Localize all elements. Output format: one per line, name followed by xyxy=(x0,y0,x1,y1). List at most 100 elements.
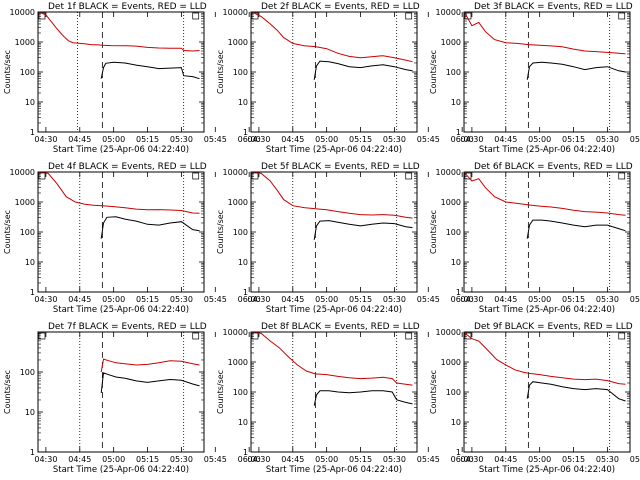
x-axis-label: Start Time (25-Apr-06 04:22:40) xyxy=(479,305,615,315)
lld-series-line xyxy=(251,12,413,63)
x-tick-label: 05:30 xyxy=(170,455,193,464)
x-tick-label: 05:00 xyxy=(315,135,338,144)
events-series-line xyxy=(100,216,200,239)
lld-series-line xyxy=(100,358,200,373)
x-tick-label: 04:30 xyxy=(34,455,57,464)
x-tick-label: 04:30 xyxy=(34,135,57,144)
y-tick-label: 1 xyxy=(456,448,461,457)
panel-6: Det 6f BLACK = Events, RED = LLD Counts/s… xyxy=(429,162,640,315)
y-tick-label: 100 xyxy=(20,228,35,237)
plot-frame xyxy=(250,171,418,293)
y-tick-label: 1000 xyxy=(228,38,248,47)
x-tick-label: 05:45 xyxy=(630,455,640,464)
y-axis-label: Counts/sec xyxy=(3,370,12,414)
x-tick-label: 04:30 xyxy=(247,295,270,304)
x-tick-label: 06:00 xyxy=(238,135,261,144)
events-series-line xyxy=(313,390,413,406)
y-tick-label: 10 xyxy=(25,98,35,107)
x-tick-label: 05:00 xyxy=(528,455,551,464)
y-tick-label: 1000 xyxy=(15,198,35,207)
plot-frame xyxy=(37,331,205,453)
corner-box-left xyxy=(251,332,259,340)
y-axis-label: Counts/sec xyxy=(3,210,12,254)
x-tick-label: 06:00 xyxy=(238,295,261,304)
y-tick-label: 1 xyxy=(456,128,461,137)
y-tick-label: 100 xyxy=(446,68,461,77)
lld-series-line xyxy=(252,172,413,219)
y-tick-label: 1 xyxy=(30,128,35,137)
x-tick-label: 05:00 xyxy=(102,295,125,304)
events-series-line xyxy=(526,381,626,402)
x-tick-label: 04:30 xyxy=(460,295,483,304)
y-tick-label: 10 xyxy=(238,418,248,427)
x-tick-label: 05:00 xyxy=(528,295,551,304)
y-tick-label: 10000 xyxy=(436,168,461,177)
lld-series-line xyxy=(39,172,200,214)
y-axis-label: Counts/sec xyxy=(429,210,438,254)
plot-frame xyxy=(37,11,205,133)
x-tick-label: 05:30 xyxy=(383,295,406,304)
panel-5: Det 5f BLACK = Events, RED = LLD Counts/s… xyxy=(216,162,474,315)
y-tick-label: 10 xyxy=(25,258,35,267)
y-axis-label: Counts/sec xyxy=(3,50,12,94)
y-tick-label: 1 xyxy=(456,288,461,297)
plot-frame xyxy=(250,11,418,133)
lld-series-line xyxy=(464,333,626,385)
x-tick-label: 05:30 xyxy=(170,295,193,304)
y-tick-label: 1000 xyxy=(441,38,461,47)
lld-series-line xyxy=(252,332,413,386)
panel-title: Det 3f BLACK = Events, RED = LLD xyxy=(474,2,633,12)
y-tick-label: 100 xyxy=(233,388,248,397)
x-tick-label: 04:45 xyxy=(494,295,517,304)
corner-box-right xyxy=(618,332,626,340)
x-axis-label: Start Time (25-Apr-06 04:22:40) xyxy=(53,465,189,475)
x-axis-label: Start Time (25-Apr-06 04:22:40) xyxy=(53,305,189,315)
panel-7: Det 7f BLACK = Events, RED = LLD Counts/s… xyxy=(3,322,261,475)
panel-3: Det 3f BLACK = Events, RED = LLD Counts/s… xyxy=(429,2,640,155)
x-tick-label: 05:30 xyxy=(596,295,619,304)
y-tick-label: 10 xyxy=(238,258,248,267)
y-tick-label: 1 xyxy=(243,288,248,297)
y-tick-label: 10 xyxy=(451,258,461,267)
y-tick-label: 10000 xyxy=(223,8,248,17)
plot-frame xyxy=(463,171,631,293)
x-tick-label: 04:30 xyxy=(34,295,57,304)
panel-title: Det 5f BLACK = Events, RED = LLD xyxy=(261,162,420,172)
corner-box-right xyxy=(618,172,626,180)
x-tick-label: 05:30 xyxy=(383,455,406,464)
y-tick-label: 1 xyxy=(30,288,35,297)
corner-box-right xyxy=(405,12,413,20)
x-tick-label: 05:15 xyxy=(562,295,585,304)
events-series-line xyxy=(526,61,626,80)
x-tick-label: 05:15 xyxy=(562,135,585,144)
x-tick-label: 04:45 xyxy=(281,135,304,144)
y-axis-label: Counts/sec xyxy=(216,210,225,254)
x-tick-label: 05:30 xyxy=(596,455,619,464)
y-tick-label: 100 xyxy=(20,368,35,377)
events-series-line xyxy=(100,372,200,393)
y-tick-label: 10 xyxy=(25,408,35,417)
events-series-line xyxy=(526,219,626,239)
x-tick-label: 05:15 xyxy=(349,455,372,464)
x-tick-label: 06:00 xyxy=(238,455,261,464)
x-axis-label: Start Time (25-Apr-06 04:22:40) xyxy=(53,145,189,155)
x-tick-label: 04:45 xyxy=(494,135,517,144)
y-tick-label: 10 xyxy=(451,98,461,107)
y-tick-label: 1 xyxy=(243,448,248,457)
corner-box-left xyxy=(38,172,46,180)
y-tick-label: 10000 xyxy=(436,328,461,337)
panel-title: Det 8f BLACK = Events, RED = LLD xyxy=(261,322,420,332)
x-axis-label: Start Time (25-Apr-06 04:22:40) xyxy=(266,145,402,155)
x-tick-label: 06:00 xyxy=(451,295,474,304)
y-tick-label: 100 xyxy=(233,68,248,77)
panel-title: Det 6f BLACK = Events, RED = LLD xyxy=(474,162,633,172)
y-tick-label: 1000 xyxy=(228,198,248,207)
x-tick-label: 06:00 xyxy=(451,135,474,144)
x-tick-label: 04:45 xyxy=(281,455,304,464)
panel-title: Det 4f BLACK = Events, RED = LLD xyxy=(48,162,207,172)
x-tick-label: 05:45 xyxy=(630,135,640,144)
x-tick-label: 04:45 xyxy=(494,455,517,464)
y-tick-label: 1000 xyxy=(441,198,461,207)
y-tick-label: 1 xyxy=(30,448,35,457)
lld-series-line xyxy=(464,13,626,55)
